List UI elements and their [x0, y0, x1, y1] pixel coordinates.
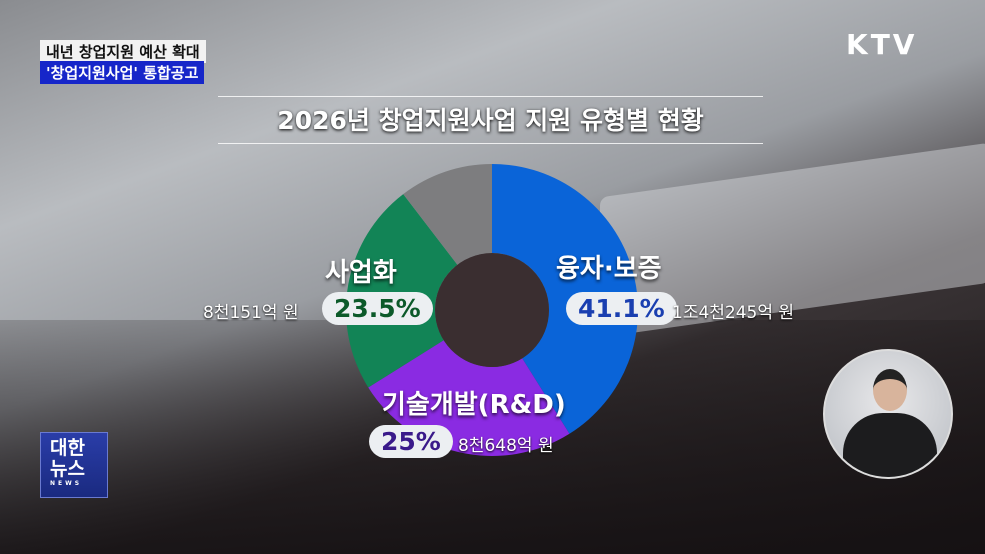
slice-percent-rnd: 25% — [369, 425, 453, 458]
slice-label-commercialization: 사업화 — [325, 258, 397, 288]
logo-text-1: 대한 — [50, 437, 85, 459]
slice-percent-commercialization: 23.5% — [322, 292, 433, 325]
donut-hole — [435, 253, 549, 367]
donut-slice-0 — [492, 164, 638, 434]
daehan-news-logo: 대한 뉴스 NEWS — [40, 432, 108, 498]
slice-amount-loan: 1조4천245억 원 — [672, 303, 795, 323]
slice-amount-commercialization: 8천151억 원 — [203, 303, 299, 323]
caption-headline: 내년 창업지원 예산 확대 — [40, 40, 206, 63]
sign-language-interpreter — [823, 349, 953, 479]
donut-slice-2 — [346, 194, 458, 388]
logo-text-2: 뉴스 — [50, 458, 85, 480]
caption-subheadline: '창업지원사업' 통합공고 — [40, 61, 205, 84]
interpreter-head — [873, 369, 907, 411]
chart-title: 2026년 창업지원사업 지원 유형별 현황 — [218, 96, 763, 144]
donut-slice-3 — [403, 164, 492, 265]
slice-label-loan: 융자·보증 — [556, 254, 662, 284]
slice-amount-rnd: 8천648억 원 — [458, 436, 554, 456]
interpreter-body — [843, 413, 937, 477]
slice-label-rnd: 기술개발(R&D) — [382, 390, 566, 420]
slice-percent-loan: 41.1% — [566, 292, 677, 325]
ktv-logo: KTV — [846, 28, 918, 61]
logo-text-3: NEWS — [50, 480, 83, 487]
